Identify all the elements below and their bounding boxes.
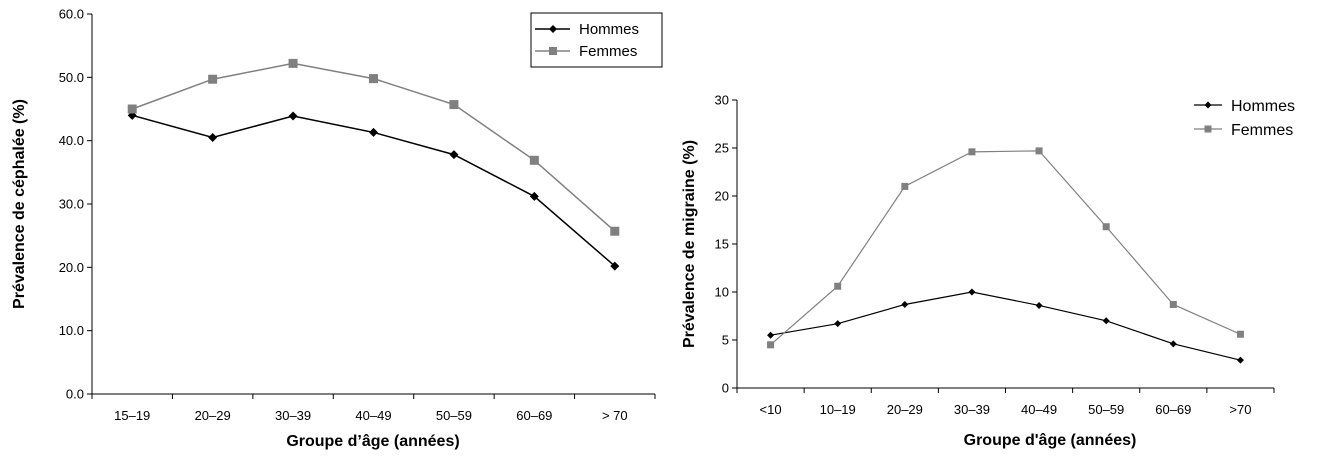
- chart1-y-tick-label: 10.0: [59, 323, 84, 338]
- chart1-point-femmes: [369, 74, 378, 84]
- chart1-point-femmes: [529, 155, 539, 165]
- chart1-point-hommes: [208, 133, 218, 142]
- chart2-point-femmes: [1035, 147, 1043, 155]
- chart2-y-tick-label: 30: [715, 93, 729, 108]
- chart1-line-femmes: [131, 62, 616, 232]
- chart2-point-femmes: [834, 282, 842, 290]
- chart2-x-tick-label: 20–29: [887, 402, 923, 417]
- chart2-x-tick-label: 50–59: [1088, 402, 1124, 417]
- chart1-y-tick-label: 0.0: [66, 387, 84, 402]
- chart2-point-hommes: [1035, 301, 1043, 309]
- chart2-y-tick-label: 0: [722, 381, 729, 396]
- chart2-point-hommes: [968, 288, 976, 296]
- chart2-point-femmes: [901, 182, 909, 190]
- chart2-y-tick-label: 10: [715, 285, 729, 300]
- chart1-y-tick-label: 60.0: [59, 7, 84, 22]
- chart2-xlabel: Groupe d'âge (années): [964, 432, 1137, 449]
- chart2-x-tick-label: <10: [760, 402, 782, 417]
- chart2-y-tick-label: 25: [715, 141, 729, 156]
- chart2-x-tick-label: 10–19: [820, 402, 856, 417]
- chart1-point-femmes: [610, 226, 620, 236]
- chart1-y-tick-label: 40.0: [59, 133, 84, 148]
- chart2-y-tick-label: 20: [715, 189, 729, 204]
- chart1-legend-box: [530, 12, 663, 68]
- chart2-ylabel: Prévalence de migraine (%): [681, 140, 698, 348]
- chart1-legend-label-hommes: Hommes: [579, 21, 639, 38]
- chart1-point-hommes: [610, 261, 620, 271]
- chart1-ylabel: Prévalence de céphalée (%): [11, 99, 28, 309]
- chart2-point-femmes: [1236, 330, 1244, 338]
- chart1-line-hommes: [132, 114, 616, 267]
- chart1-y-tick-label: 20.0: [59, 260, 84, 275]
- chart1-x-tick-label: 60–69: [516, 408, 552, 423]
- chart1-y-tick-label: 30.0: [59, 197, 84, 212]
- chart2-legend-label-femmes: Femmes: [1231, 122, 1293, 139]
- chart2-point-femmes: [1102, 223, 1110, 231]
- chart1-x-tick-label: 40–49: [355, 408, 391, 423]
- chart2-x-tick-label: 60–69: [1155, 402, 1191, 417]
- chart1-point-hommes: [288, 111, 298, 121]
- chart1-point-hommes: [369, 127, 378, 137]
- chart2-y-tick-label: 5: [722, 333, 729, 348]
- chart2-y-tick-label: 15: [715, 237, 729, 252]
- chart2-x-tick-label: 30–39: [954, 402, 990, 417]
- chart2-point-hommes: [901, 300, 909, 308]
- chart2-point-hommes: [834, 320, 842, 328]
- chart1-y-tick-label: 50.0: [59, 70, 84, 85]
- chart2-point-femmes: [968, 148, 976, 156]
- chart2-point-hommes: [1102, 317, 1110, 325]
- chart-headache: 0.0 10.0 20.0 30.0 40.0 50.0 60.0 15–19 20–29 30…: [11, 7, 663, 450]
- chart1-point-femmes: [127, 104, 137, 114]
- chart2-point-hommes: [1236, 356, 1244, 364]
- chart1-point-hommes: [449, 150, 459, 160]
- chart1-legend: Hommes Femmes: [530, 12, 663, 68]
- chart2-legend-marker-femmes: [1204, 125, 1212, 133]
- chart1-x-tick-label: 15–19: [114, 408, 150, 423]
- chart1-point-hommes: [529, 191, 539, 201]
- chart2-legend-marker-hommes: [1204, 101, 1212, 109]
- chart2-point-femmes: [767, 341, 775, 349]
- chart2-point-femmes: [1169, 300, 1177, 308]
- chart2-line-hommes: [770, 291, 1241, 361]
- chart2-legend-label-hommes: Hommes: [1231, 98, 1295, 115]
- chart1-point-femmes: [449, 100, 459, 110]
- chart1-x-tick-label: > 70: [602, 408, 628, 423]
- chart1-xlabel: Groupe d’âge (années): [286, 433, 459, 450]
- chart2-x-tick-label: 40–49: [1021, 402, 1057, 417]
- chart1-point-femmes: [208, 74, 218, 84]
- chart2-legend: Hommes Femmes: [1194, 98, 1295, 139]
- chart1-legend-label-femmes: Femmes: [579, 43, 637, 60]
- chart2-x-tick-label: >70: [1229, 402, 1251, 417]
- chart-migraine: 0 5 10 15 20 25 30 <10 10–19 20–29 30–39 40–49 50–5…: [681, 93, 1295, 450]
- chart1-legend-marker-femmes: [549, 47, 557, 55]
- chart2-line-femmes: [770, 150, 1241, 346]
- chart1-x-tick-label: 20–29: [195, 408, 231, 423]
- chart2-point-hommes: [767, 331, 775, 339]
- chart2-point-hommes: [1169, 340, 1177, 348]
- chart1-x-tick-label: 30–39: [275, 408, 311, 423]
- chart1-legend-marker-hommes: [549, 25, 557, 33]
- chart1-x-tick-label: 50–59: [436, 408, 472, 423]
- chart1-point-femmes: [288, 58, 298, 68]
